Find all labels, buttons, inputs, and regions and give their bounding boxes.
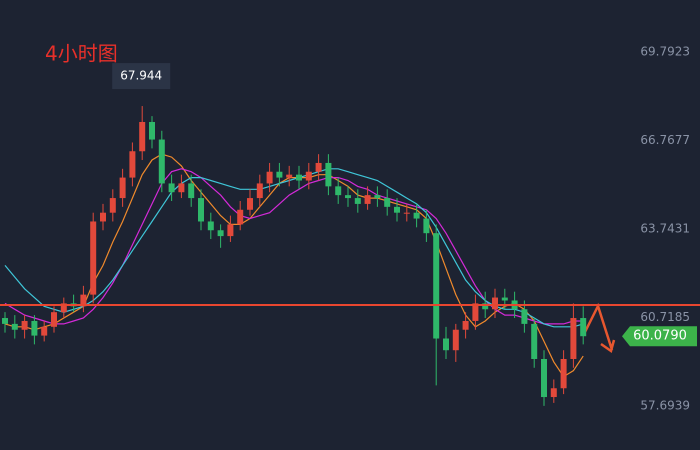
candle-body [149, 121, 155, 140]
chart-title: 4小时图 [45, 42, 118, 66]
candle-body [217, 230, 224, 237]
candle-body [580, 318, 587, 337]
candle-body [41, 326, 48, 336]
y-tick-label: 63.7431 [640, 221, 690, 235]
candle-body [482, 303, 489, 310]
high-label: 67.944 [120, 69, 162, 83]
candle-body [129, 151, 136, 178]
candle-body [119, 177, 126, 199]
candle-body [354, 198, 361, 204]
candle-body [315, 162, 322, 172]
candle-body [345, 195, 351, 199]
candle-body [374, 195, 381, 199]
candle-body [384, 198, 391, 207]
candle-body [560, 358, 567, 389]
candle-body [227, 224, 234, 237]
candle-body [276, 171, 283, 178]
candle-body [198, 198, 204, 222]
last-price-label: 60.0790 [633, 329, 687, 344]
candle-body [60, 303, 67, 313]
candle-body [207, 221, 214, 231]
moving-average-line [4, 153, 584, 378]
candle-body [31, 320, 38, 336]
candle-body [423, 218, 430, 234]
candle-body [492, 297, 498, 310]
candle-body [80, 294, 87, 307]
candle-body [570, 318, 577, 359]
candle-body [2, 318, 8, 324]
candle-body [256, 183, 263, 199]
y-tick-label: 66.7677 [640, 133, 690, 147]
candle-body [462, 320, 469, 330]
candle-body [413, 212, 420, 219]
candle-body [550, 388, 557, 398]
candle-body [188, 183, 195, 199]
candle-body [100, 212, 106, 222]
candle-body [51, 312, 57, 327]
candle-body [501, 297, 508, 301]
y-tick-label: 57.6939 [640, 398, 690, 412]
candle-body [531, 323, 538, 359]
candle-body [21, 320, 28, 330]
candle-body [325, 162, 332, 187]
y-tick-label: 69.7923 [640, 44, 690, 58]
candle-body [178, 183, 185, 193]
candle-body [237, 209, 244, 225]
candle-body [541, 358, 547, 398]
candle-body [364, 195, 371, 204]
candle-body [168, 183, 175, 193]
moving-average-line [4, 168, 584, 328]
candle-body [247, 198, 253, 210]
candle-body [443, 338, 449, 351]
candle-body [11, 323, 18, 330]
candle-body [90, 221, 97, 295]
candle-body [109, 198, 116, 213]
candle-body [452, 329, 459, 351]
candle-body [403, 212, 410, 214]
candle-body [266, 171, 273, 184]
candle-body [394, 206, 400, 213]
candle-body [158, 139, 165, 184]
candle-body [286, 174, 293, 178]
candle-body [296, 174, 302, 181]
candle-body [139, 121, 146, 152]
candle-body [305, 171, 312, 181]
last-price-tag [622, 326, 697, 347]
y-tick-label: 60.7185 [640, 310, 690, 324]
candle-body [335, 186, 342, 196]
high-label-box [112, 63, 171, 90]
candle-body [472, 303, 479, 321]
candle-body [433, 233, 440, 339]
candle-body [521, 309, 528, 324]
